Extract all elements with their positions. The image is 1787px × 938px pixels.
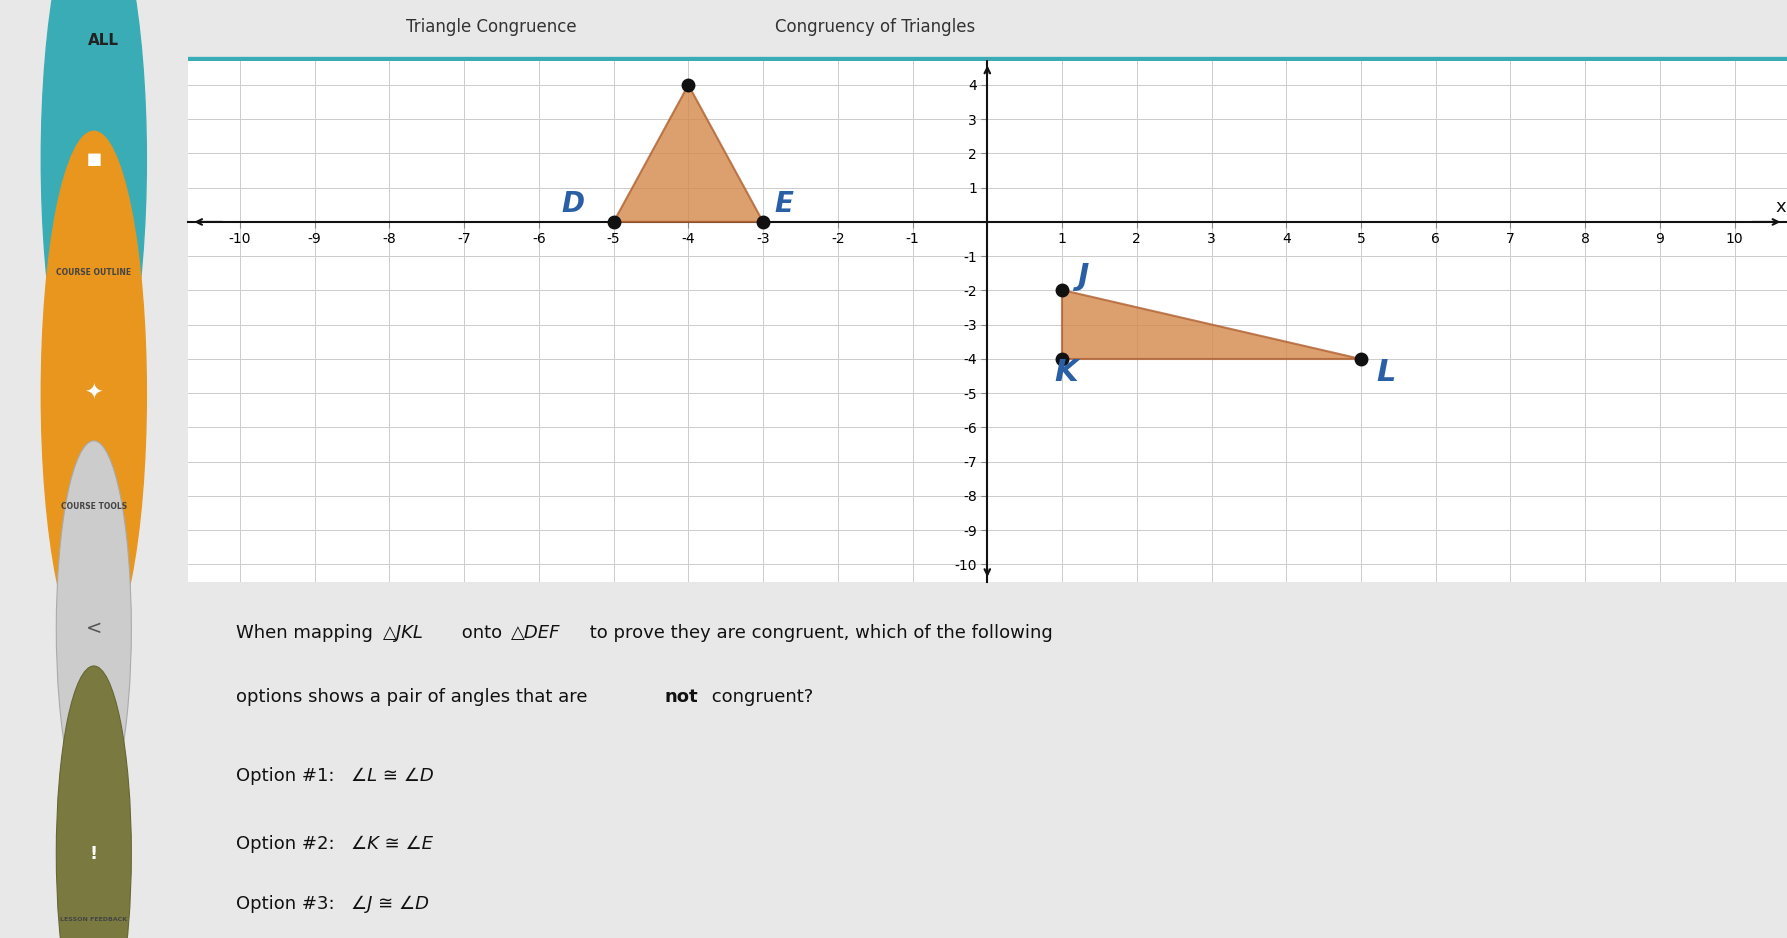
- Text: x: x: [1776, 198, 1787, 217]
- Text: When mapping: When mapping: [236, 625, 379, 643]
- Text: ∠L ≅ ∠D: ∠L ≅ ∠D: [350, 767, 434, 785]
- Text: <: <: [86, 619, 102, 638]
- Polygon shape: [613, 85, 763, 222]
- Text: to prove they are congruent, which of the following: to prove they are congruent, which of th…: [584, 625, 1053, 643]
- Text: D: D: [561, 189, 584, 218]
- Text: COURSE OUTLINE: COURSE OUTLINE: [55, 267, 132, 277]
- Text: ∠J ≅ ∠D: ∠J ≅ ∠D: [350, 895, 429, 914]
- Text: Congruency of Triangles: Congruency of Triangles: [776, 19, 976, 37]
- Text: congruent?: congruent?: [706, 688, 813, 706]
- Text: ▪: ▪: [86, 147, 102, 172]
- Polygon shape: [1061, 291, 1362, 359]
- Text: ALL: ALL: [88, 33, 118, 48]
- Circle shape: [41, 131, 147, 657]
- Text: J: J: [1078, 263, 1088, 292]
- Text: LESSON FEEDBACK: LESSON FEEDBACK: [61, 916, 127, 922]
- Circle shape: [41, 0, 147, 422]
- Text: Option #2:: Option #2:: [236, 835, 340, 853]
- Text: △JKL: △JKL: [382, 625, 424, 643]
- Text: ∠K ≅ ∠E: ∠K ≅ ∠E: [350, 835, 432, 853]
- Text: Triangle Congruence: Triangle Congruence: [406, 19, 577, 37]
- Text: COURSE TOOLS: COURSE TOOLS: [61, 502, 127, 511]
- Text: E: E: [774, 189, 793, 218]
- Text: options shows a pair of angles that are: options shows a pair of angles that are: [236, 688, 593, 706]
- Text: ✦: ✦: [84, 384, 104, 404]
- Text: K: K: [1054, 358, 1078, 387]
- Circle shape: [57, 441, 132, 816]
- Text: Option #3:: Option #3:: [236, 895, 340, 914]
- Text: !: !: [89, 844, 98, 863]
- Text: Option #1:: Option #1:: [236, 767, 340, 785]
- Text: not: not: [665, 688, 699, 706]
- Text: onto: onto: [456, 625, 508, 643]
- Text: △DEF: △DEF: [511, 625, 559, 643]
- Text: L: L: [1376, 358, 1396, 387]
- Circle shape: [57, 666, 132, 938]
